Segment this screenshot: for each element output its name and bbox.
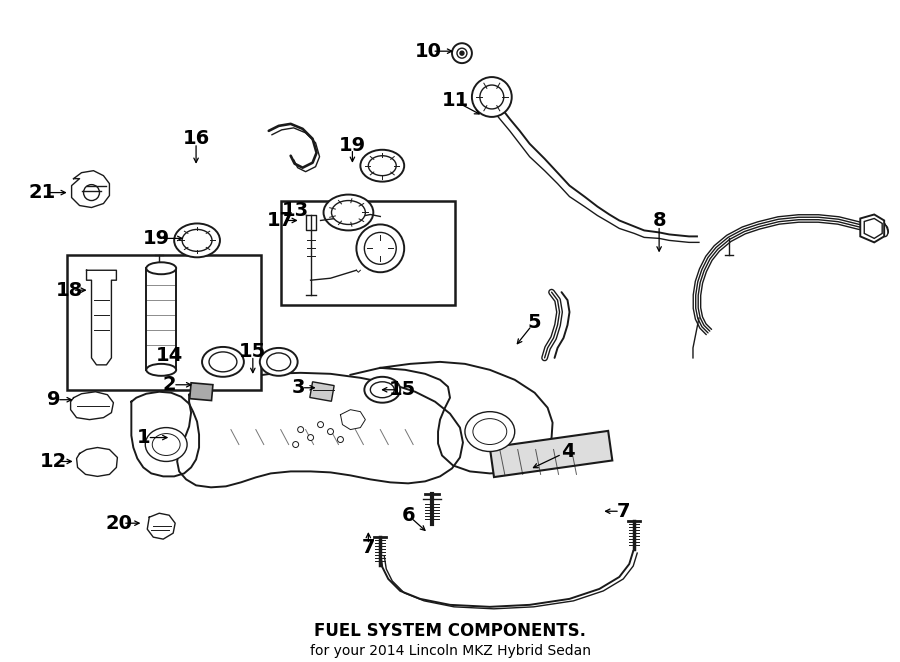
Circle shape <box>364 232 396 264</box>
Ellipse shape <box>368 156 396 175</box>
Bar <box>281 201 455 305</box>
Text: 3: 3 <box>292 378 305 397</box>
Circle shape <box>84 185 100 201</box>
Text: 14: 14 <box>156 346 183 365</box>
Circle shape <box>480 85 504 109</box>
Ellipse shape <box>152 434 180 455</box>
Circle shape <box>460 51 464 55</box>
Text: 12: 12 <box>40 452 68 471</box>
Text: 5: 5 <box>527 312 542 332</box>
Polygon shape <box>864 218 882 238</box>
Polygon shape <box>860 214 884 242</box>
Ellipse shape <box>147 262 176 274</box>
Text: 11: 11 <box>441 91 469 111</box>
Ellipse shape <box>869 224 887 234</box>
Circle shape <box>292 442 299 448</box>
Text: 10: 10 <box>415 42 442 61</box>
Ellipse shape <box>331 201 365 224</box>
Ellipse shape <box>370 382 394 398</box>
Text: 8: 8 <box>652 211 666 230</box>
Ellipse shape <box>145 428 187 461</box>
Text: 19: 19 <box>338 136 366 156</box>
Ellipse shape <box>869 220 879 238</box>
Ellipse shape <box>175 224 220 258</box>
Text: FUEL SYSTEM COMPONENTS.: FUEL SYSTEM COMPONENTS. <box>314 622 586 639</box>
Text: 15: 15 <box>239 342 266 361</box>
Bar <box>67 256 261 390</box>
Text: 21: 21 <box>28 183 55 202</box>
Text: 1: 1 <box>137 428 150 447</box>
Text: 9: 9 <box>47 390 60 409</box>
Text: 2: 2 <box>162 375 176 395</box>
Ellipse shape <box>465 412 515 451</box>
Circle shape <box>452 43 472 63</box>
Circle shape <box>328 428 334 434</box>
Circle shape <box>318 422 323 428</box>
Ellipse shape <box>202 347 244 377</box>
Ellipse shape <box>266 353 291 371</box>
Text: 18: 18 <box>56 281 83 300</box>
Bar <box>310 382 334 401</box>
Bar <box>190 383 213 401</box>
Circle shape <box>356 224 404 272</box>
Ellipse shape <box>472 418 507 444</box>
Ellipse shape <box>260 348 298 376</box>
Text: 16: 16 <box>183 129 210 148</box>
Ellipse shape <box>876 220 888 236</box>
Circle shape <box>472 77 512 117</box>
Text: 20: 20 <box>106 514 133 533</box>
Ellipse shape <box>323 195 373 230</box>
Ellipse shape <box>182 230 212 252</box>
Text: 6: 6 <box>401 506 415 525</box>
Ellipse shape <box>364 377 400 402</box>
Circle shape <box>457 48 467 58</box>
Text: 4: 4 <box>561 442 574 461</box>
Ellipse shape <box>147 364 176 376</box>
Ellipse shape <box>209 352 237 372</box>
Bar <box>490 431 612 477</box>
Circle shape <box>338 436 344 442</box>
Text: 17: 17 <box>267 211 294 230</box>
Text: 7: 7 <box>616 502 630 521</box>
Ellipse shape <box>360 150 404 181</box>
Circle shape <box>298 426 303 432</box>
Ellipse shape <box>872 222 888 234</box>
Text: 15: 15 <box>389 380 416 399</box>
Text: for your 2014 Lincoln MKZ Hybrid Sedan: for your 2014 Lincoln MKZ Hybrid Sedan <box>310 643 590 657</box>
Circle shape <box>308 434 313 440</box>
Text: 7: 7 <box>362 538 375 557</box>
Ellipse shape <box>869 220 882 236</box>
Ellipse shape <box>869 222 886 234</box>
Text: 13: 13 <box>282 201 310 220</box>
Text: 19: 19 <box>143 229 170 248</box>
